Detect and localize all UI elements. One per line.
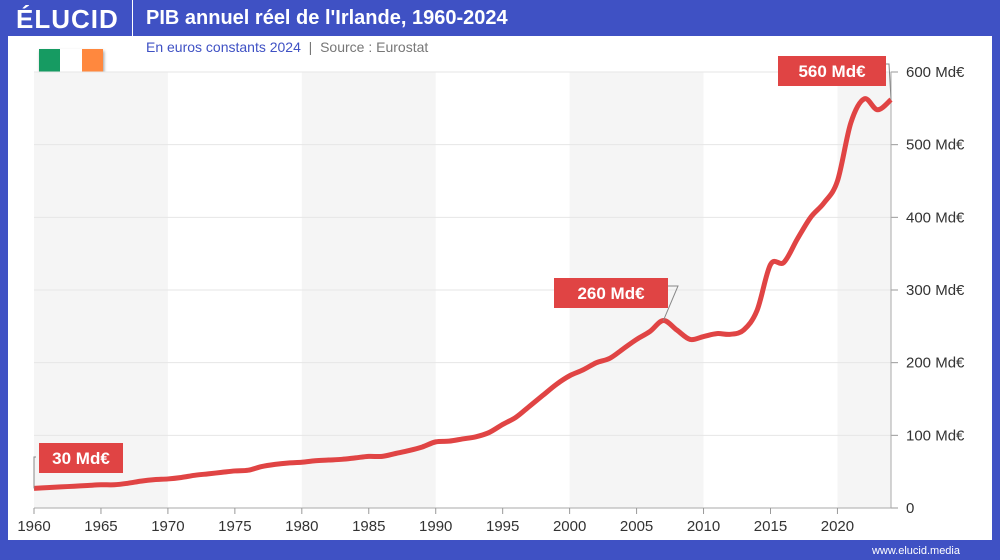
x-tick-label: 1995 [486, 518, 519, 535]
annotation-box [778, 56, 886, 86]
subtitle-text: En euros constants 2024 [146, 39, 301, 55]
x-tick-label: 1990 [419, 518, 452, 535]
x-tick-label: 1965 [84, 518, 117, 535]
x-tick-label: 2000 [553, 518, 586, 535]
y-tick-label: 500 Md€ [906, 137, 965, 154]
x-tick-label: 1960 [17, 518, 50, 535]
chart-frame [8, 36, 992, 540]
source-text: Source : Eurostat [320, 39, 429, 55]
x-tick-label: 2005 [620, 518, 653, 535]
y-tick-label: 600 Md€ [906, 64, 965, 81]
footer-url[interactable]: www.elucid.media [871, 545, 960, 557]
header-divider [132, 0, 133, 36]
annotation-leader [33, 456, 36, 489]
x-tick-label: 1975 [218, 518, 251, 535]
x-tick-label: 2020 [821, 518, 854, 535]
annotation-box [39, 443, 123, 473]
chart-title: PIB annuel réel de l'Irlande, 1960-2024 [146, 7, 508, 29]
annotation-label: 560 Md€ [798, 62, 866, 81]
annotation-leader [662, 285, 679, 321]
annotation-label: 260 Md€ [577, 284, 645, 303]
y-tick-label: 300 Md€ [906, 282, 965, 299]
y-tick-label: 0 [906, 500, 914, 517]
x-tick-label: 1985 [352, 518, 385, 535]
x-tick-label: 2010 [687, 518, 720, 535]
x-tick-label: 2015 [754, 518, 787, 535]
annotation-label: 30 Md€ [52, 449, 110, 468]
brand-logo: ÉLUCID [16, 4, 119, 34]
x-tick-label: 1980 [285, 518, 318, 535]
x-tick-label: 1970 [151, 518, 184, 535]
y-tick-label: 400 Md€ [906, 209, 965, 226]
y-tick-label: 200 Md€ [906, 355, 965, 372]
annotation-leader [886, 63, 892, 100]
chart-subtitle: En euros constants 2024 | Source : Euros… [146, 39, 429, 55]
annotation-box [554, 278, 668, 308]
y-tick-label: 100 Md€ [906, 427, 965, 444]
